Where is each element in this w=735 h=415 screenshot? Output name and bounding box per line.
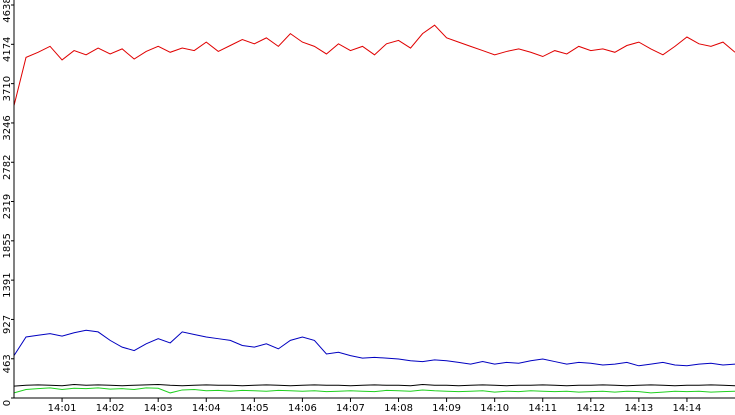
series-line: [13, 383, 735, 387]
x-tick-label: 14:09: [432, 403, 461, 414]
y-tick-label: 1855: [2, 233, 13, 258]
x-tick-label: 14:05: [240, 403, 269, 414]
x-tick-label: 14:07: [336, 403, 365, 414]
x-tick-label: 14:01: [48, 403, 77, 414]
x-tick-label: 14:14: [673, 403, 702, 414]
x-tick-label: 14:04: [192, 403, 221, 414]
x-tick-label: 14:12: [576, 403, 605, 414]
series-line: [13, 387, 735, 394]
y-tick-label: 2782: [2, 155, 13, 180]
x-tick-label: 14:03: [144, 403, 173, 414]
y-tick-label: 2319: [2, 194, 13, 219]
y-tick-label: 463: [2, 354, 13, 373]
y-tick-label: 1391: [2, 272, 13, 297]
series-line: [13, 24, 735, 106]
x-tick-label: 14:08: [384, 403, 413, 414]
x-tick-label: 14:02: [96, 403, 125, 414]
y-tick-label: 0: [2, 400, 13, 406]
y-tick-label: 4174: [2, 37, 13, 62]
x-tick-label: 14:11: [528, 403, 557, 414]
series-line: [13, 329, 735, 367]
y-tick-label: 927: [2, 315, 13, 334]
x-tick-label: 14:10: [480, 403, 509, 414]
y-tick-label: 3246: [2, 115, 13, 140]
x-tick-label: 14:13: [624, 403, 653, 414]
y-tick-label: 3710: [2, 76, 13, 101]
y-tick-label: 4638: [2, 0, 13, 23]
x-tick-label: 14:06: [288, 403, 317, 414]
